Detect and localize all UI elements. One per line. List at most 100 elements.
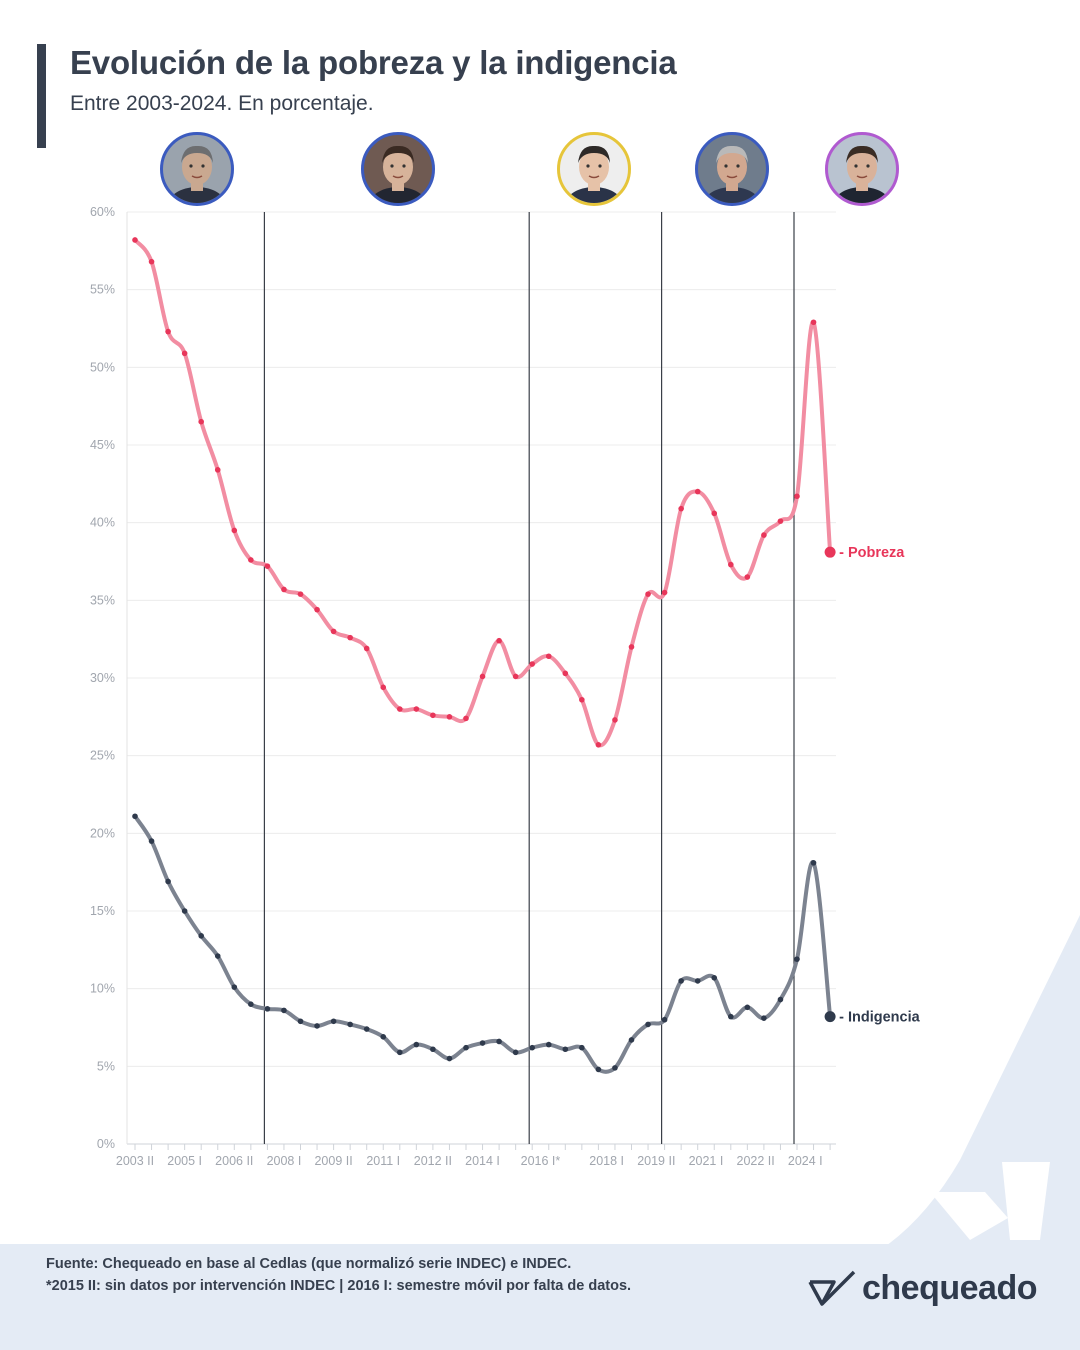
indigencia-point: [165, 878, 171, 885]
pobreza-point: [579, 696, 585, 703]
pobreza-point: [777, 518, 784, 524]
y-tick-label: 45%: [90, 438, 115, 452]
x-tick-label: 2014 I: [465, 1154, 500, 1168]
indigencia-point: [397, 1049, 403, 1056]
x-tick-label: 2006 II: [215, 1154, 253, 1168]
x-tick-label: 2019 II: [637, 1154, 675, 1168]
y-tick-label: 40%: [90, 516, 115, 530]
pobreza-point: [463, 715, 469, 722]
y-tick-label: 0%: [97, 1137, 115, 1151]
indigencia-point: [694, 978, 701, 984]
president-avatar: [557, 132, 631, 206]
indigencia-point: [297, 1018, 304, 1025]
pobreza-point: [446, 714, 453, 720]
indigencia-point: [661, 1016, 668, 1023]
indigencia-point: [380, 1034, 387, 1040]
pobreza-point: [363, 645, 370, 652]
pobreza-point: [512, 673, 519, 680]
indigencia-series-line: [133, 814, 833, 1074]
pobreza-point: [181, 350, 188, 357]
x-tick-label: 2005 I: [167, 1154, 202, 1168]
indigencia-point: [761, 1015, 767, 1021]
indigencia-point: [413, 1041, 420, 1048]
indigencia-point: [496, 1038, 502, 1045]
x-tick-label: 2012 II: [414, 1154, 452, 1168]
pobreza-point: [198, 418, 204, 425]
pobreza-point: [347, 634, 353, 641]
y-tick-label: 55%: [90, 283, 115, 297]
pobreza-point: [595, 741, 602, 748]
pobreza-point: [165, 328, 171, 335]
pobreza-point: [231, 527, 238, 534]
indigencia-point: [347, 1021, 353, 1028]
pobreza-point: [264, 563, 271, 569]
pobreza-point: [711, 510, 718, 517]
pobreza-point: [413, 706, 420, 712]
indigencia-point: [678, 978, 684, 984]
x-tick-label: 2009 II: [314, 1154, 352, 1168]
poverty-line-chart: 0% 5% 10% 15% 20% 25% 30% 35% 40% 45% 50% 55% 60% 200…: [90, 205, 921, 1168]
pobreza-point: [645, 591, 651, 597]
pobreza-point: [562, 670, 569, 677]
indigencia-point: [198, 933, 204, 939]
indigencia-point: [628, 1037, 635, 1043]
y-tick-label: 5%: [97, 1059, 115, 1073]
pobreza-point: [628, 644, 635, 650]
y-tick-label: 60%: [90, 205, 115, 219]
indigencia-point: [512, 1049, 519, 1056]
x-tick-label: 2003 II: [116, 1154, 154, 1168]
indigencia-series-label: - Indigencia: [839, 1010, 921, 1026]
pobreza-point: [397, 706, 403, 712]
indigencia-point: [744, 1004, 751, 1011]
portrait-icon: [702, 145, 762, 203]
title-accent-bar: [37, 44, 46, 148]
pobreza-point: [612, 717, 618, 723]
pobreza-point: [728, 561, 734, 568]
indigencia-point: [810, 860, 817, 866]
chequeado-logo: chequeado: [806, 1266, 1037, 1310]
x-tick-label: 2022 II: [737, 1154, 775, 1168]
pobreza-point: [330, 628, 337, 635]
indigencia-point: [330, 1018, 337, 1025]
pobreza-point: [824, 546, 836, 558]
pobreza-point: [794, 493, 800, 500]
y-tick-label: 25%: [90, 749, 115, 763]
indigencia-point: [264, 1006, 271, 1012]
indigencia-point: [645, 1021, 651, 1028]
indigencia-point: [777, 996, 784, 1003]
indigencia-point: [231, 984, 238, 990]
president-avatar: [361, 132, 435, 206]
y-tick-label: 50%: [90, 360, 115, 374]
chart-subtitle: Entre 2003-2024. En porcentaje.: [70, 92, 374, 115]
data-note: *2015 II: sin datos por intervención IND…: [46, 1278, 632, 1294]
indigencia-point: [281, 1007, 287, 1014]
pobreza-point: [430, 712, 436, 719]
pobreza-point: [132, 237, 138, 243]
x-tick-label: 2011 I: [366, 1154, 400, 1168]
pobreza-point: [761, 532, 767, 538]
pobreza-series-label: - Pobreza: [839, 545, 905, 561]
pobreza-point: [545, 653, 552, 660]
pobreza-point: [744, 574, 751, 580]
pobreza-point: [479, 673, 486, 680]
pobreza-point: [281, 586, 287, 593]
indigencia-point: [363, 1026, 370, 1032]
indigencia-point: [562, 1046, 569, 1053]
pobreza-point: [314, 606, 320, 613]
portrait-icon: [368, 145, 428, 203]
logo-text: chequeado: [862, 1268, 1037, 1307]
president-avatar: [695, 132, 769, 206]
president-avatar: [825, 132, 899, 206]
pobreza-point: [496, 637, 502, 644]
president-avatar: [160, 132, 234, 206]
indigencia-point: [824, 1011, 836, 1023]
indigencia-point: [446, 1055, 453, 1062]
pobreza-point: [529, 661, 535, 667]
chart-title: Evolución de la pobreza y la indigencia: [70, 44, 677, 81]
pobreza-point: [297, 591, 304, 597]
y-tick-label: 20%: [90, 826, 115, 840]
indigencia-point: [214, 953, 221, 959]
y-tick-label: 10%: [90, 982, 115, 996]
x-tick-label: 2018 I: [589, 1154, 624, 1168]
